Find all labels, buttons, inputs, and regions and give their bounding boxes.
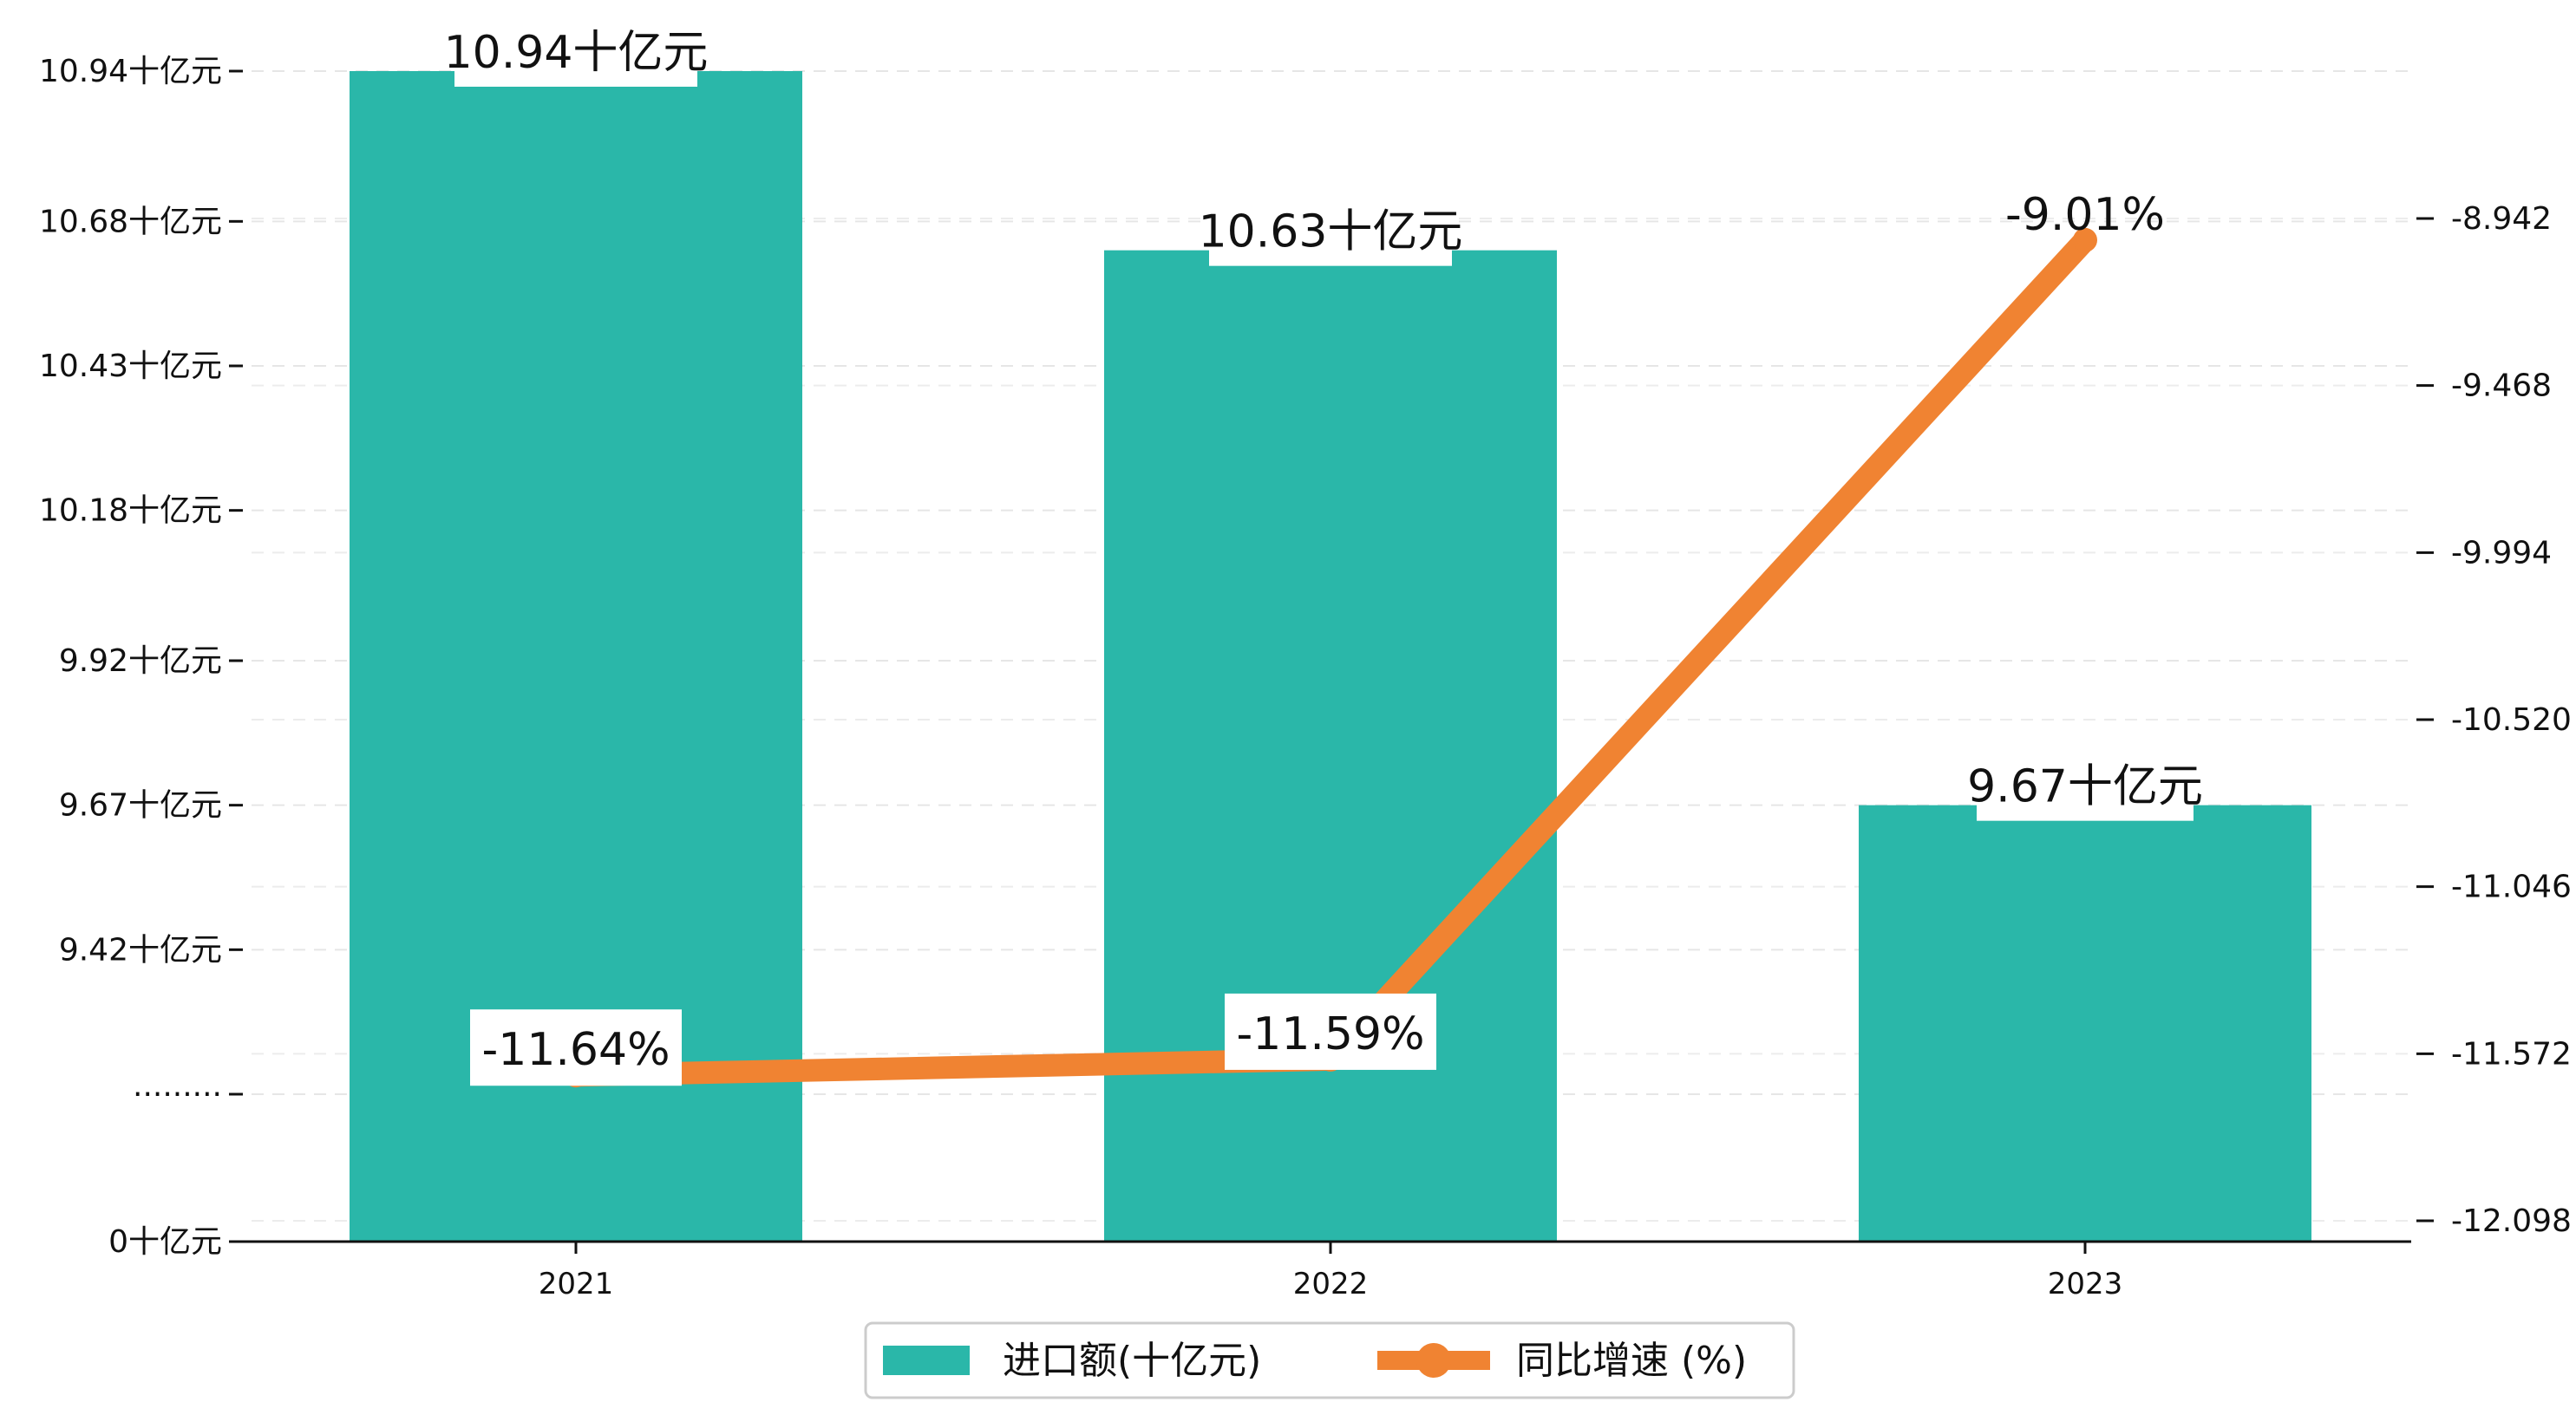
- bar-2023: [1859, 805, 2311, 1242]
- bar-value-label: 9.67十亿元: [1967, 761, 2203, 813]
- bar-value-label: 10.63十亿元: [1199, 206, 1463, 258]
- bar-series: [350, 71, 2311, 1242]
- legend: 进口额(十亿元) 同比增速 (%): [864, 1321, 1795, 1399]
- data-labels: 10.94十亿元 10.63十亿元 9.67十亿元 -11.64% -11.59% -9.…: [444, 21, 2203, 1086]
- legend-bar-label: 进口额(十亿元): [1003, 1339, 1261, 1383]
- x-tick-label: 2022: [1293, 1267, 1369, 1301]
- legend-line-label: 同比增速 (%): [1516, 1339, 1747, 1383]
- bar-label-box: [1977, 754, 2194, 821]
- legend-line-marker: [1416, 1343, 1451, 1378]
- y-right-tick-label: -9.468: [2451, 368, 2552, 404]
- legend-box: [864, 1321, 1795, 1399]
- y-left-tick-label: 0十亿元: [108, 1224, 222, 1260]
- legend-bar-swatch: [883, 1346, 970, 1375]
- bar-value-label: 10.94十亿元: [444, 27, 709, 79]
- y-left-tick-label: 10.68十亿元: [39, 204, 222, 239]
- y-right-tick-label: -11.046: [2451, 870, 2572, 905]
- axes: 0十亿元 ········· 9.42十亿元 9.67十亿元 9.92十亿元 10.18十…: [39, 54, 2572, 1301]
- y-left-tick-label: 10.94十亿元: [39, 54, 222, 89]
- x-tick-label: 2021: [539, 1267, 614, 1301]
- line-value-label: -11.59%: [1236, 1008, 1424, 1060]
- line-value-label: -11.64%: [481, 1024, 670, 1076]
- y-left-tick-label: 9.67十亿元: [59, 788, 222, 824]
- line-label-box: [1225, 993, 1436, 1070]
- bar-label-box: [454, 21, 697, 87]
- line-value-label: -9.01%: [2005, 189, 2165, 241]
- y-left-tick-label: 9.42十亿元: [59, 932, 222, 968]
- growth-point-2023: [2073, 227, 2097, 252]
- y-left-tick-label: ·········: [133, 1077, 222, 1112]
- y-right-tick-label: -10.520: [2451, 702, 2572, 738]
- bar-2022: [1104, 250, 1557, 1242]
- line-label-box: [470, 1009, 682, 1086]
- y-right-tick-label: -12.098: [2451, 1203, 2572, 1239]
- y-right-tick-label: -9.994: [2451, 535, 2552, 571]
- y-left-tick-label: 9.92十亿元: [59, 643, 222, 679]
- x-tick-label: 2023: [2048, 1267, 2123, 1301]
- bar-label-box: [1209, 199, 1452, 266]
- y-right-tick-label: -8.942: [2451, 201, 2552, 237]
- y-left-tick-label: 10.43十亿元: [39, 349, 222, 384]
- y-left-tick-label: 10.18十亿元: [39, 493, 222, 529]
- y-right-tick-label: -11.572: [2451, 1036, 2572, 1072]
